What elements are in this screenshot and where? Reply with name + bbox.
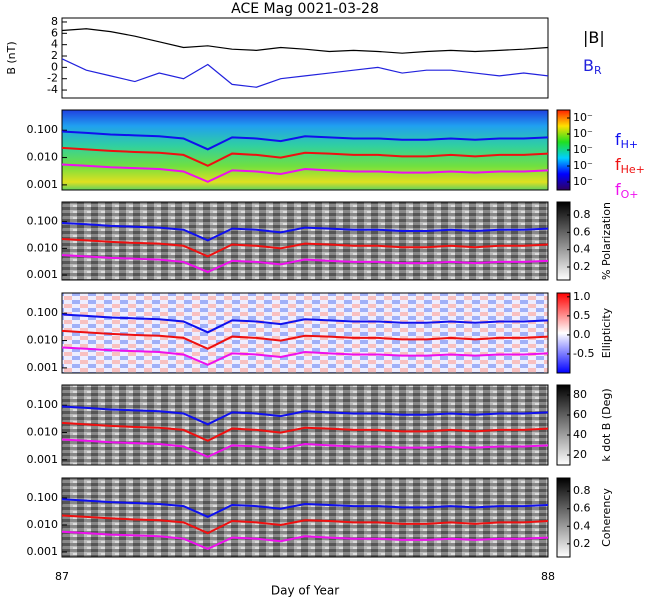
y-tick-label: 0.001 xyxy=(27,361,59,374)
colorbar-tick-label: 60 xyxy=(573,408,587,421)
series-line xyxy=(61,498,549,518)
y-axis-label: B (nT) xyxy=(5,41,18,74)
legend-label: fHe+ xyxy=(615,155,645,177)
legend-label: fH+ xyxy=(615,130,638,152)
colorbar-tick-label: 0.6 xyxy=(573,225,591,238)
colorbar xyxy=(556,384,571,466)
y-tick-label: 4 xyxy=(51,38,58,51)
y-tick-label: 0.001 xyxy=(27,545,59,558)
colorbar-tick-label: 0.8 xyxy=(573,484,591,497)
colorbar-tick-label: 0.8 xyxy=(573,208,591,221)
y-tick-label: 0.010 xyxy=(27,241,59,254)
series-line xyxy=(61,130,549,151)
colorbar-tick-label: 10⁻ xyxy=(573,175,593,188)
colorbar-tick-label: 1.0 xyxy=(573,290,591,303)
y-tick-label: 2 xyxy=(51,49,58,62)
y-tick-label: -2 xyxy=(47,72,58,85)
series-line xyxy=(61,313,549,334)
y-tick-label: 6 xyxy=(51,26,58,39)
series-line xyxy=(61,530,549,550)
y-tick-label: 0.001 xyxy=(27,268,59,281)
colorbar-tick-label: 0.6 xyxy=(573,502,591,515)
x-tick-label: 88 xyxy=(541,570,555,583)
y-tick-label: 8 xyxy=(51,15,58,28)
y-tick-label: 0 xyxy=(51,60,58,73)
spectrogram-image xyxy=(62,385,548,465)
legend-subscript: O+ xyxy=(621,188,639,201)
colorbar-tick-label: 0.4 xyxy=(573,243,591,256)
colorbar-tick-label: 0.5 xyxy=(573,309,591,322)
y-tick-label: 0.010 xyxy=(27,151,59,164)
spectrogram-image xyxy=(62,478,548,557)
plot-frame xyxy=(61,292,549,374)
spectrogram-image xyxy=(62,293,548,373)
series-line xyxy=(61,221,549,242)
legend-name: |B| xyxy=(583,28,605,47)
colorbar-tick-label: 20 xyxy=(573,448,587,461)
spectrogram-image xyxy=(62,110,548,190)
colorbar-tick-label: 0.4 xyxy=(573,519,591,532)
colorbar-label: Coherency xyxy=(600,488,613,547)
colorbar-tick-label: 0.2 xyxy=(573,260,591,273)
legend-name: f xyxy=(615,130,621,149)
y-tick-label: 0.001 xyxy=(27,453,59,466)
colorbar-tick-label: -0.5 xyxy=(573,347,594,360)
y-tick-label: -4 xyxy=(47,83,58,96)
y-tick-label: 0.100 xyxy=(27,123,59,136)
colorbar-tick-label: 10⁻ xyxy=(573,111,593,124)
colorbar-tick-label: 80 xyxy=(573,388,587,401)
legend-subscript: He+ xyxy=(621,163,645,176)
colorbar-tick-label: 0.2 xyxy=(573,537,591,550)
legend-label: |B| xyxy=(583,28,605,47)
plot-frame xyxy=(61,477,549,558)
plot-frame xyxy=(61,17,549,99)
series-line xyxy=(61,237,549,258)
y-tick-label: 0.001 xyxy=(27,178,59,191)
legend-subscript: R xyxy=(594,64,602,77)
series-line xyxy=(61,438,549,458)
series-line xyxy=(61,421,549,442)
colorbar-tick-label: 40 xyxy=(573,428,587,441)
legend-name: B xyxy=(583,56,594,75)
x-axis-label: Day of Year xyxy=(271,584,339,598)
colorbar-label: % Polarization xyxy=(600,202,613,280)
colorbar-tick-label: 0.0 xyxy=(573,328,591,341)
series-line xyxy=(61,163,549,183)
y-tick-label: 0.100 xyxy=(27,215,59,228)
colorbar-label: Ellipticity xyxy=(600,307,613,358)
y-tick-label: 0.100 xyxy=(27,491,59,504)
colorbar-label: k dot B (Deg) xyxy=(600,388,613,461)
plot-frame xyxy=(61,384,549,466)
series-line xyxy=(61,514,549,535)
colorbar xyxy=(556,201,571,281)
colorbar xyxy=(556,477,571,558)
y-tick-label: 0.010 xyxy=(27,334,59,347)
legend-name: f xyxy=(615,180,621,199)
x-tick-label: 87 xyxy=(55,570,69,583)
plot-frame xyxy=(61,109,549,191)
y-tick-label: 0.010 xyxy=(27,426,59,439)
series-line xyxy=(61,146,549,167)
colorbar-tick-label: 10⁻ xyxy=(573,159,593,172)
series-line xyxy=(61,28,549,54)
series-line xyxy=(61,254,549,274)
colorbar-tick-label: 10⁻ xyxy=(573,127,593,140)
colorbar xyxy=(556,292,571,374)
colorbar-tick-label: 10⁻ xyxy=(573,143,593,156)
legend-label: BR xyxy=(583,56,602,78)
legend-name: f xyxy=(615,155,621,174)
y-tick-label: 0.100 xyxy=(27,398,59,411)
legend-label: fO+ xyxy=(615,180,639,202)
series-line xyxy=(61,329,549,350)
y-tick-label: 0.100 xyxy=(27,306,59,319)
plot-frame xyxy=(61,201,549,281)
spectrogram-image xyxy=(62,202,548,280)
series-line xyxy=(61,405,549,426)
series-line xyxy=(61,346,549,366)
y-tick-label: 0.010 xyxy=(27,518,59,531)
legend-subscript: H+ xyxy=(621,138,639,151)
title: ACE Mag 0021-03-28 xyxy=(231,1,379,17)
series-line xyxy=(61,58,549,88)
